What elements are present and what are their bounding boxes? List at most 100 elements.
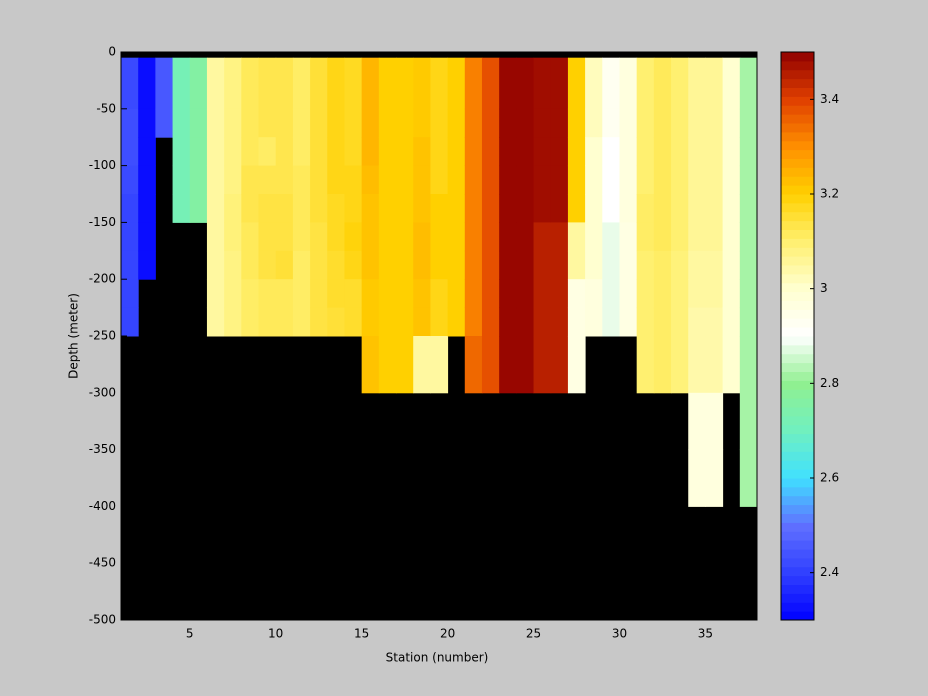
heatmap-cell: [206, 108, 225, 138]
heatmap-cell: [722, 57, 741, 110]
heatmap-cell: [258, 307, 277, 337]
colorbar-segment: [781, 540, 814, 550]
heatmap-cell: [567, 279, 586, 309]
heatmap-cell: [413, 137, 431, 167]
heatmap-cell: [138, 137, 156, 167]
heatmap-cell: [602, 279, 620, 309]
colorbar-segment: [781, 256, 814, 266]
heatmap-cell: [430, 250, 449, 280]
heatmap-cell: [121, 108, 139, 138]
heatmap-cell: [310, 57, 328, 110]
heatmap-cell: [224, 222, 242, 252]
heatmap-cell: [275, 307, 294, 337]
colorbar-segment: [781, 229, 814, 239]
heatmap-cell: [533, 108, 552, 138]
heatmap-cell: [224, 165, 242, 195]
colorbar-segment: [781, 344, 814, 355]
heatmap-cell: [688, 250, 706, 280]
heatmap-cell: [258, 108, 277, 138]
heatmap-cell: [705, 165, 724, 195]
heatmap-cell: [292, 250, 311, 280]
heatmap-cell: [344, 307, 363, 337]
heatmap-cell: [567, 222, 586, 252]
heatmap-cell: [310, 137, 328, 167]
heatmap-cell: [378, 165, 397, 195]
heatmap-cell: [516, 165, 535, 195]
x-axis-label: Station (number): [386, 651, 489, 665]
heatmap-cell: [602, 108, 620, 138]
heatmap-cell: [636, 336, 655, 394]
colorbar-segment: [781, 522, 814, 532]
heatmap-cell: [499, 222, 517, 252]
heatmap-cell: [464, 279, 483, 309]
heatmap-cell: [121, 250, 139, 280]
colorbar-segment: [781, 158, 814, 168]
colorbar-segment: [781, 424, 814, 435]
heatmap-cell: [310, 222, 328, 252]
y-tick-label: -250: [89, 329, 116, 343]
colorbar-tick-label: 2.8: [820, 376, 839, 390]
heatmap-cell: [413, 194, 431, 223]
heatmap-cell: [464, 165, 483, 195]
heatmap-cell: [481, 57, 500, 110]
heatmap-cell: [653, 108, 672, 138]
heatmap-cell: [688, 279, 706, 309]
heatmap-cell: [413, 307, 431, 337]
colorbar-segment: [781, 469, 814, 479]
heatmap-cell: [481, 336, 500, 394]
heatmap-cell: [241, 137, 260, 167]
heatmap-cell: [516, 222, 535, 252]
heatmap-cell: [413, 57, 431, 110]
heatmap-cell: [292, 222, 311, 252]
heatmap-cell: [310, 250, 328, 280]
heatmap-cell: [464, 57, 483, 110]
colorbar-segment: [781, 176, 814, 186]
heatmap-cell: [241, 194, 260, 223]
heatmap-cell: [396, 165, 414, 195]
heatmap-cell: [671, 137, 689, 167]
heatmap-cell: [310, 279, 328, 309]
heatmap-cell: [499, 279, 517, 309]
y-tick-label: -350: [89, 442, 116, 456]
heatmap-cell: [705, 57, 724, 110]
heatmap-cell: [224, 194, 242, 223]
colorbar-segment: [781, 442, 814, 452]
heatmap-cell: [413, 279, 431, 309]
heatmap-cell: [447, 222, 466, 252]
heatmap-cell: [413, 250, 431, 280]
colorbar-segment: [781, 433, 814, 443]
heatmap-cell: [396, 108, 414, 138]
heatmap-cell: [430, 194, 449, 223]
heatmap-cell: [671, 336, 689, 394]
heatmap-cell: [550, 165, 569, 195]
heatmap-cell: [585, 165, 603, 195]
heatmap-cell: [671, 222, 689, 252]
heatmap-cell: [447, 165, 466, 195]
heatmap-cell: [292, 279, 311, 309]
heatmap-cell: [138, 165, 156, 195]
heatmap-cell: [636, 194, 655, 223]
heatmap-cell: [121, 165, 139, 195]
heatmap-cell: [688, 336, 706, 394]
colorbar-box: [780, 51, 815, 621]
colorbar-segment: [781, 362, 814, 372]
heatmap-cell: [378, 137, 397, 167]
heatmap-cell: [292, 307, 311, 337]
heatmap-cell: [533, 250, 552, 280]
heatmap-cell: [636, 57, 655, 110]
heatmap-cell: [258, 250, 277, 280]
colorbar-segment: [781, 211, 814, 222]
heatmap-cell: [292, 165, 311, 195]
heatmap-cell: [550, 108, 569, 138]
heatmap-cell: [533, 165, 552, 195]
x-tick-label: 30: [612, 627, 627, 641]
heatmap-cell: [533, 194, 552, 223]
heatmap-cell: [327, 250, 345, 280]
heatmap-cell: [327, 137, 345, 167]
heatmap-cell: [258, 222, 277, 252]
heatmap-cell: [481, 194, 500, 223]
heatmap-cell: [533, 222, 552, 252]
heatmap-cell: [705, 449, 724, 507]
colorbar-tick-label: 2.6: [820, 471, 839, 485]
heatmap-cell: [671, 250, 689, 280]
